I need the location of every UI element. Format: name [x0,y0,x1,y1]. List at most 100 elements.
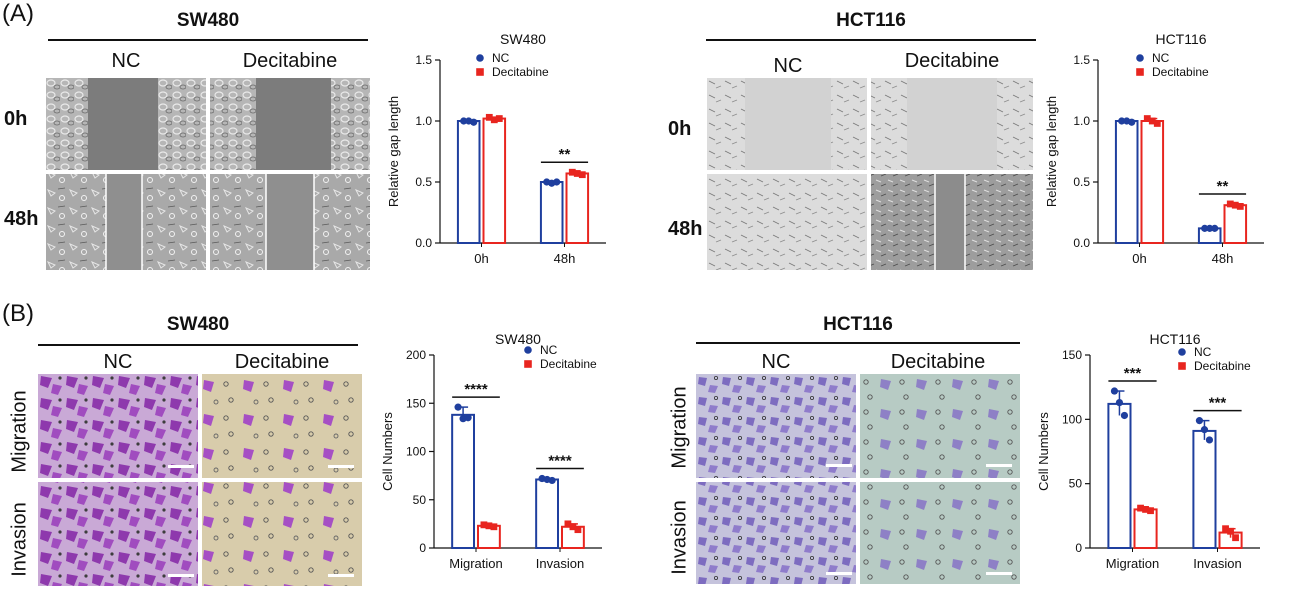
data-point [1153,120,1161,127]
y-tick-label: 0 [419,541,426,555]
sw480-a-row-48h: 48h [4,208,39,230]
sw480-scratch-images [46,78,370,270]
legend-label: NC [492,51,510,65]
y-tick-label: 1.0 [415,114,432,128]
chart-title: SW480 [500,31,546,47]
data-point [1147,507,1154,515]
data-point [480,521,488,529]
data-point [573,170,581,177]
data-point [1128,118,1136,126]
hct116-nc-migration-image [696,374,856,478]
y-axis-label: Relative gap length [1044,96,1059,207]
data-point [454,403,462,411]
data-point [578,171,586,179]
sw480-a-col-nc: NC [111,50,141,72]
data-point [1118,117,1126,125]
legend-marker [524,346,532,354]
hct116-a-title: HCT116 [836,10,906,31]
data-point [1137,504,1144,512]
data-point [564,520,572,528]
data-point [1120,411,1129,420]
data-point [490,116,498,124]
sw480-transwell-images [38,374,362,586]
legend-marker [524,360,532,368]
legend-marker [1178,348,1186,356]
hct116-a-col-nc: NC [773,55,803,77]
y-tick-label: 50 [413,493,427,507]
data-point [1232,534,1239,542]
legend-label: NC [1194,345,1212,359]
significance-label: *** [1124,365,1142,382]
scale-bar [826,464,852,467]
x-tick-label: Migration [1106,556,1159,571]
x-tick-label: 0h [1132,251,1146,266]
data-point [485,113,493,121]
sw480-a-rule [48,39,368,41]
x-tick-label: 48h [554,251,576,266]
legend-marker [476,68,484,76]
y-axis-label: Cell Numbers [1036,412,1051,491]
hct116-nc-48h-image [707,174,867,270]
scale-bar [986,572,1012,575]
data-point [1142,506,1149,513]
hct116-a-rule [706,39,1036,41]
data-point [1115,399,1124,407]
sw480-nc-migration-image [38,374,198,478]
x-tick-label: Invasion [1193,556,1241,571]
data-point [1205,436,1214,444]
data-point [1211,224,1219,232]
hct116-b-col-dec: Decitabine [890,351,986,373]
sw480-b-rule [38,344,358,346]
data-point [470,118,478,126]
x-tick-label: Invasion [536,556,584,571]
data-point [464,414,472,422]
data-point [1226,200,1234,208]
hct116-a-col-dec: Decitabine [904,50,1000,72]
sw480-dec-invasion-image [202,482,362,586]
hct116-transwell-images [696,374,1020,584]
y-tick-label: 1.5 [415,53,432,67]
data-point [495,115,503,122]
sw480-a-col-dec: Decitabine [242,50,338,72]
hct116-b-rule [696,342,1020,344]
data-point [1227,527,1234,535]
bar [1107,402,1132,550]
sw480-dec-migration-image [202,374,362,478]
significance-label: ** [559,146,571,163]
sw480-a-row-0h: 0h [4,108,28,130]
hct116-dec-migration-image [860,374,1020,478]
hct116-a-row-48h: 48h [668,218,703,240]
data-point [485,522,493,530]
data-point [548,476,556,485]
significance-label: ** [1217,178,1229,195]
hct116-dec-invasion-image [860,482,1020,584]
legend-label: Decitabine [540,357,597,371]
legend-label: Decitabine [492,65,549,79]
chart-title: HCT116 [1149,331,1200,347]
sw480-b-col-nc: NC [103,351,133,373]
sw480-a-title: SW480 [176,10,240,31]
data-point [460,117,468,125]
y-tick-label: 0.0 [1073,236,1090,250]
y-tick-label: 0.5 [415,175,432,189]
data-point [1222,525,1229,533]
significance-label: *** [1209,395,1227,412]
chart-title: HCT116 [1155,31,1206,47]
bar [1133,508,1158,549]
panel-a-label: (A) [2,0,34,27]
x-tick-label: 0h [474,251,488,266]
y-tick-label: 100 [1062,412,1082,426]
y-tick-label: 0 [1075,541,1082,555]
scale-bar [986,464,1012,467]
data-point [1148,117,1156,125]
y-tick-label: 150 [1062,348,1082,362]
legend-marker [1136,54,1144,62]
sw480-b-col-dec: Decitabine [234,351,330,373]
data-point [553,178,561,186]
scale-bar [328,465,354,468]
y-tick-label: 1.5 [1073,53,1090,67]
y-axis-label: Relative gap length [386,96,401,207]
data-point [1201,224,1209,232]
